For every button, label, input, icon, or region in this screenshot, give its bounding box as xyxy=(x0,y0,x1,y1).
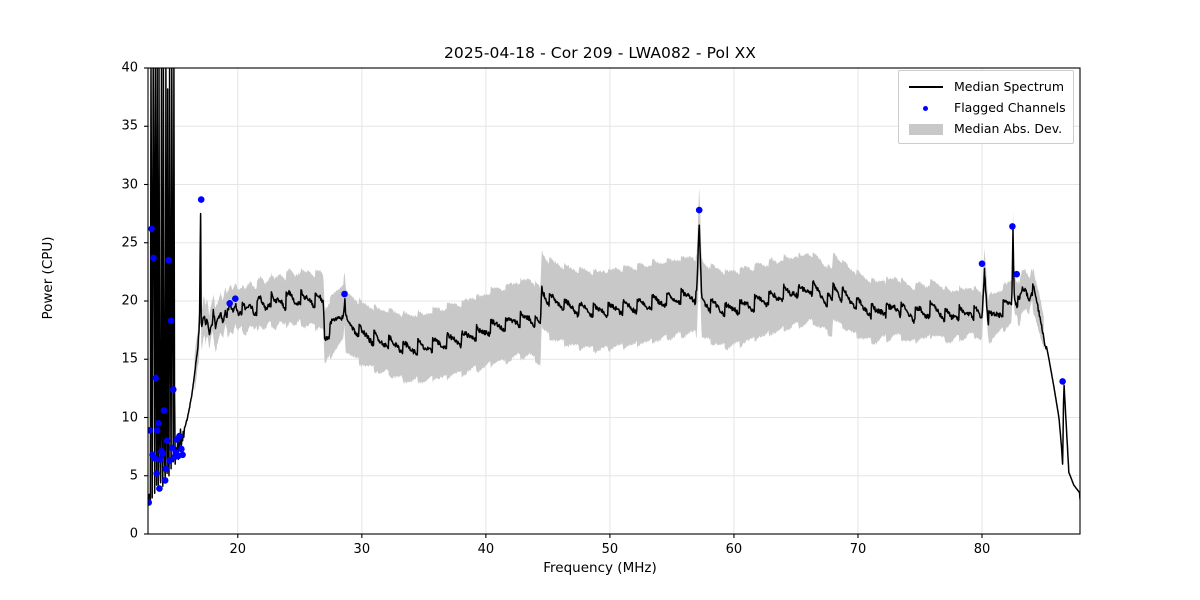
flagged-channel-point xyxy=(167,317,175,325)
x-axis-label: Frequency (MHz) xyxy=(543,560,657,576)
legend-item-median-abs-dev: Median Abs. Dev. xyxy=(906,118,1066,139)
flagged-channel-point xyxy=(153,427,161,434)
flagged-channel-point xyxy=(1013,270,1020,278)
mad-band-area xyxy=(194,187,1044,392)
y-tick-label: 25 xyxy=(121,235,138,251)
flagged-channel-point xyxy=(159,450,167,457)
line-swatch-icon xyxy=(906,79,946,95)
y-tick-label: 35 xyxy=(121,118,138,134)
flagged-channel-point xyxy=(695,206,703,214)
median-spectrum-line xyxy=(148,68,1080,505)
y-tick-label: 30 xyxy=(121,177,138,192)
flagged-channel-point xyxy=(163,437,171,445)
x-tick-label: 20 xyxy=(229,542,247,557)
flagged-channel-point xyxy=(168,444,176,452)
patch-swatch-icon xyxy=(906,121,946,137)
flagged-channel-point xyxy=(170,386,177,393)
flagged-channel-point xyxy=(178,445,185,453)
legend-item-median-spectrum: Median Spectrum xyxy=(906,76,1066,97)
flagged-channel-point xyxy=(197,196,205,203)
flagged-channel-point xyxy=(155,420,162,427)
y-tick-label: 0 xyxy=(129,526,138,542)
flagged-channel-point xyxy=(148,225,155,233)
flagged-channel-point xyxy=(1059,378,1066,385)
legend-label-median-abs-dev: Median Abs. Dev. xyxy=(954,121,1063,136)
x-tick-label: 30 xyxy=(353,542,371,557)
y-tick-label: 10 xyxy=(121,410,138,425)
y-tick-label: 5 xyxy=(129,468,138,484)
flagged-channel-point xyxy=(341,290,348,298)
flagged-channel-point xyxy=(153,470,160,477)
y-tick-label: 20 xyxy=(121,293,138,309)
y-tick-label: 40 xyxy=(121,60,138,76)
dot-swatch-icon xyxy=(906,100,946,116)
chart-title: 2025-04-18 - Cor 209 - LWA082 - Pol XX xyxy=(443,44,757,62)
legend-item-flagged-channels: Flagged Channels xyxy=(906,97,1066,118)
flagged-channel-point xyxy=(179,451,186,459)
flagged-channel-point xyxy=(232,295,239,303)
y-axis-label: Power (CPU) xyxy=(40,236,56,320)
flagged-channel-markers xyxy=(148,196,1066,506)
legend-label-median-spectrum: Median Spectrum xyxy=(954,79,1065,94)
flagged-channel-point xyxy=(162,465,170,473)
flagged-channel-point xyxy=(156,485,163,492)
x-tick-label: 70 xyxy=(849,542,867,557)
flagged-channel-point xyxy=(165,256,172,264)
flagged-channel-point xyxy=(166,457,173,464)
flagged-channel-point xyxy=(978,260,986,268)
legend-label-flagged-channels: Flagged Channels xyxy=(954,100,1066,115)
axis-ticks xyxy=(144,67,983,538)
flagged-channel-point xyxy=(152,374,159,382)
x-tick-label: 80 xyxy=(973,542,991,557)
flagged-channel-point xyxy=(151,455,158,462)
x-tick-label: 60 xyxy=(725,542,743,557)
flagged-channel-point xyxy=(160,407,168,414)
flagged-channel-point xyxy=(161,477,169,484)
x-tick-label: 40 xyxy=(477,542,495,557)
flagged-channel-point xyxy=(1009,223,1016,230)
x-tick-label: 50 xyxy=(601,542,619,557)
y-tick-label: 15 xyxy=(121,351,138,367)
flagged-channel-point xyxy=(148,427,153,434)
chart-legend: Median Spectrum Flagged Channels Median … xyxy=(898,70,1074,144)
flagged-channel-point xyxy=(157,456,164,463)
flagged-channel-point xyxy=(148,499,152,506)
flagged-channel-point xyxy=(226,300,233,307)
flagged-channel-point xyxy=(176,432,183,440)
flagged-channel-point xyxy=(150,254,157,262)
